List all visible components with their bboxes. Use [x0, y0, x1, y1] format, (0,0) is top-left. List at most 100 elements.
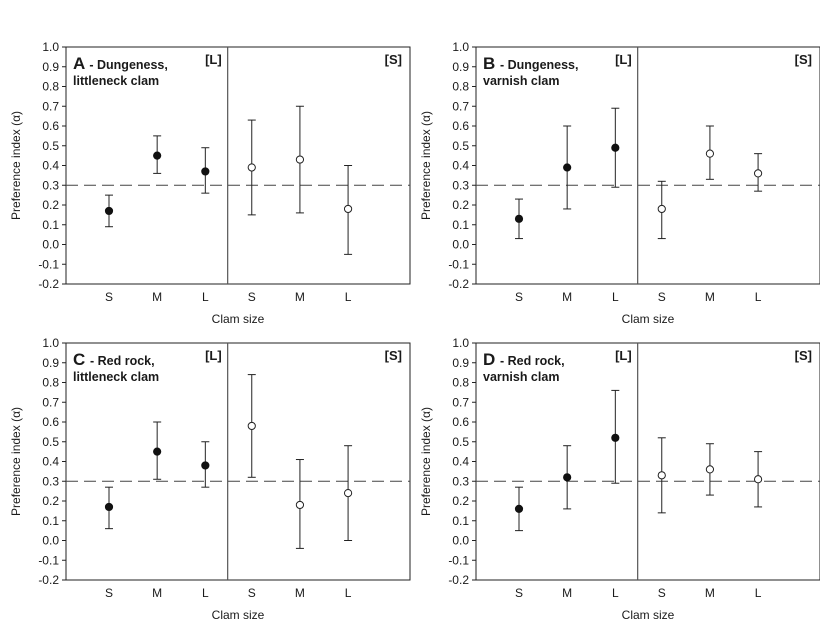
y-tick-label: 0.0 [42, 238, 59, 252]
y-tick-label: 0.9 [452, 356, 469, 370]
y-axis-label: Preference index (α) [9, 407, 23, 516]
x-tick-label: M [562, 586, 572, 600]
x-tick-label: S [248, 586, 256, 600]
y-axis-label: Preference index (α) [419, 407, 433, 516]
y-tick-label: -0.2 [38, 573, 59, 587]
x-tick-label: L [202, 586, 209, 600]
x-tick-label: S [105, 586, 113, 600]
panel-title-line-2: varnish clam [483, 370, 559, 384]
panel-title-line-2: littleneck clam [73, 370, 159, 384]
x-tick-label: L [345, 290, 352, 304]
panel-letter: C [73, 350, 90, 369]
y-tick-label: 0.1 [452, 218, 469, 232]
panel-title: A - Dungeness, [73, 54, 168, 73]
y-tick-label: 0.9 [42, 356, 59, 370]
x-tick-label: M [295, 586, 305, 600]
data-point-open [705, 465, 715, 474]
x-tick-label: L [755, 290, 762, 304]
data-point-open [753, 169, 763, 178]
y-tick-label: -0.1 [448, 257, 469, 271]
panel-title: C - Red rock, [73, 350, 155, 369]
data-point-open [247, 163, 256, 172]
panel-b: 1.0 0.9 0.8 0.7 0.6 0.5 0.4 0.3 0.2 0.1 0.0 -0.1 -0.… [419, 40, 820, 326]
y-tick-label: -0.1 [38, 553, 59, 567]
x-tick-label: S [248, 290, 256, 304]
x-tick-label: M [152, 586, 162, 600]
y-axis-label: Preference index (α) [419, 111, 433, 220]
y-tick-label: 0.4 [452, 159, 469, 173]
y-tick-label: 0.3 [452, 474, 469, 488]
y-tick-label: 0.7 [452, 395, 469, 409]
data-point-open [657, 204, 666, 214]
data-point-filled [611, 433, 620, 442]
y-tick-label: 0.5 [452, 139, 469, 153]
y-tick-label: 1.0 [452, 40, 469, 54]
data-point-filled [514, 214, 524, 223]
y-tick-label: 0.4 [42, 159, 59, 173]
data-point-open [343, 204, 353, 214]
group-label-left: [L] [205, 348, 222, 363]
x-tick-label: L [345, 586, 352, 600]
x-tick-label: S [515, 586, 523, 600]
data-point-filled [514, 504, 524, 513]
group-label-right: [S] [795, 52, 812, 67]
y-tick-label: 0.2 [42, 198, 59, 212]
data-point-filled [153, 447, 162, 456]
y-tick-label: 1.0 [452, 336, 469, 350]
panel-letter: D [483, 350, 500, 369]
y-tick-label: 0.6 [42, 119, 59, 133]
y-tick-label: 0.9 [42, 60, 59, 74]
x-tick-label: L [612, 290, 619, 304]
y-tick-label: -0.1 [448, 553, 469, 567]
y-tick-label: 0.2 [452, 198, 469, 212]
group-label-left: [L] [615, 52, 632, 67]
panel-title-line-2: varnish clam [483, 74, 559, 88]
y-tick-label: 0.5 [452, 435, 469, 449]
x-tick-label: L [202, 290, 209, 304]
data-point-filled [201, 461, 210, 470]
panel-title-line-1: - Dungeness, [500, 58, 579, 72]
panel-title: D - Red rock, [483, 350, 565, 369]
y-tick-label: 0.5 [42, 139, 59, 153]
panel-title-line-1: - Dungeness, [89, 58, 168, 72]
data-point-filled [153, 151, 162, 160]
data-point-open [753, 475, 763, 484]
x-axis-label: Clam size [622, 608, 675, 622]
x-axis-label: Clam size [622, 312, 675, 326]
panel-letter: B [483, 54, 500, 73]
y-tick-label: -0.1 [38, 257, 59, 271]
x-tick-label: M [705, 290, 715, 304]
x-tick-label: S [658, 290, 666, 304]
group-label-right: [S] [385, 348, 402, 363]
y-tick-label: -0.2 [38, 277, 59, 291]
data-point-filled [563, 473, 572, 482]
data-point-filled [104, 502, 114, 512]
y-tick-label: 1.0 [42, 40, 59, 54]
data-point-filled [611, 143, 620, 152]
x-tick-label: M [152, 290, 162, 304]
data-point-filled [201, 167, 210, 176]
y-tick-label: 0.6 [452, 119, 469, 133]
y-tick-label: 0.0 [452, 534, 469, 548]
y-tick-label: 0.2 [42, 494, 59, 508]
x-tick-label: L [612, 586, 619, 600]
group-label-left: [L] [205, 52, 222, 67]
panel-title-line-1: - Red rock, [90, 354, 155, 368]
data-point-open [295, 500, 305, 510]
y-tick-label: 0.0 [42, 534, 59, 548]
data-point-open [247, 421, 256, 431]
y-tick-label: 0.0 [452, 238, 469, 252]
y-tick-label: 0.8 [452, 376, 469, 390]
y-tick-label: 0.5 [42, 435, 59, 449]
data-point-open [657, 471, 666, 480]
y-tick-label: 0.6 [452, 415, 469, 429]
y-tick-label: 0.1 [42, 218, 59, 232]
y-tick-label: 0.3 [42, 178, 59, 192]
y-tick-label: 0.8 [452, 80, 469, 94]
y-tick-label: 0.4 [42, 455, 59, 469]
data-point-open [295, 155, 305, 164]
x-tick-label: M [562, 290, 572, 304]
x-tick-label: M [705, 586, 715, 600]
data-point-filled [563, 163, 572, 172]
